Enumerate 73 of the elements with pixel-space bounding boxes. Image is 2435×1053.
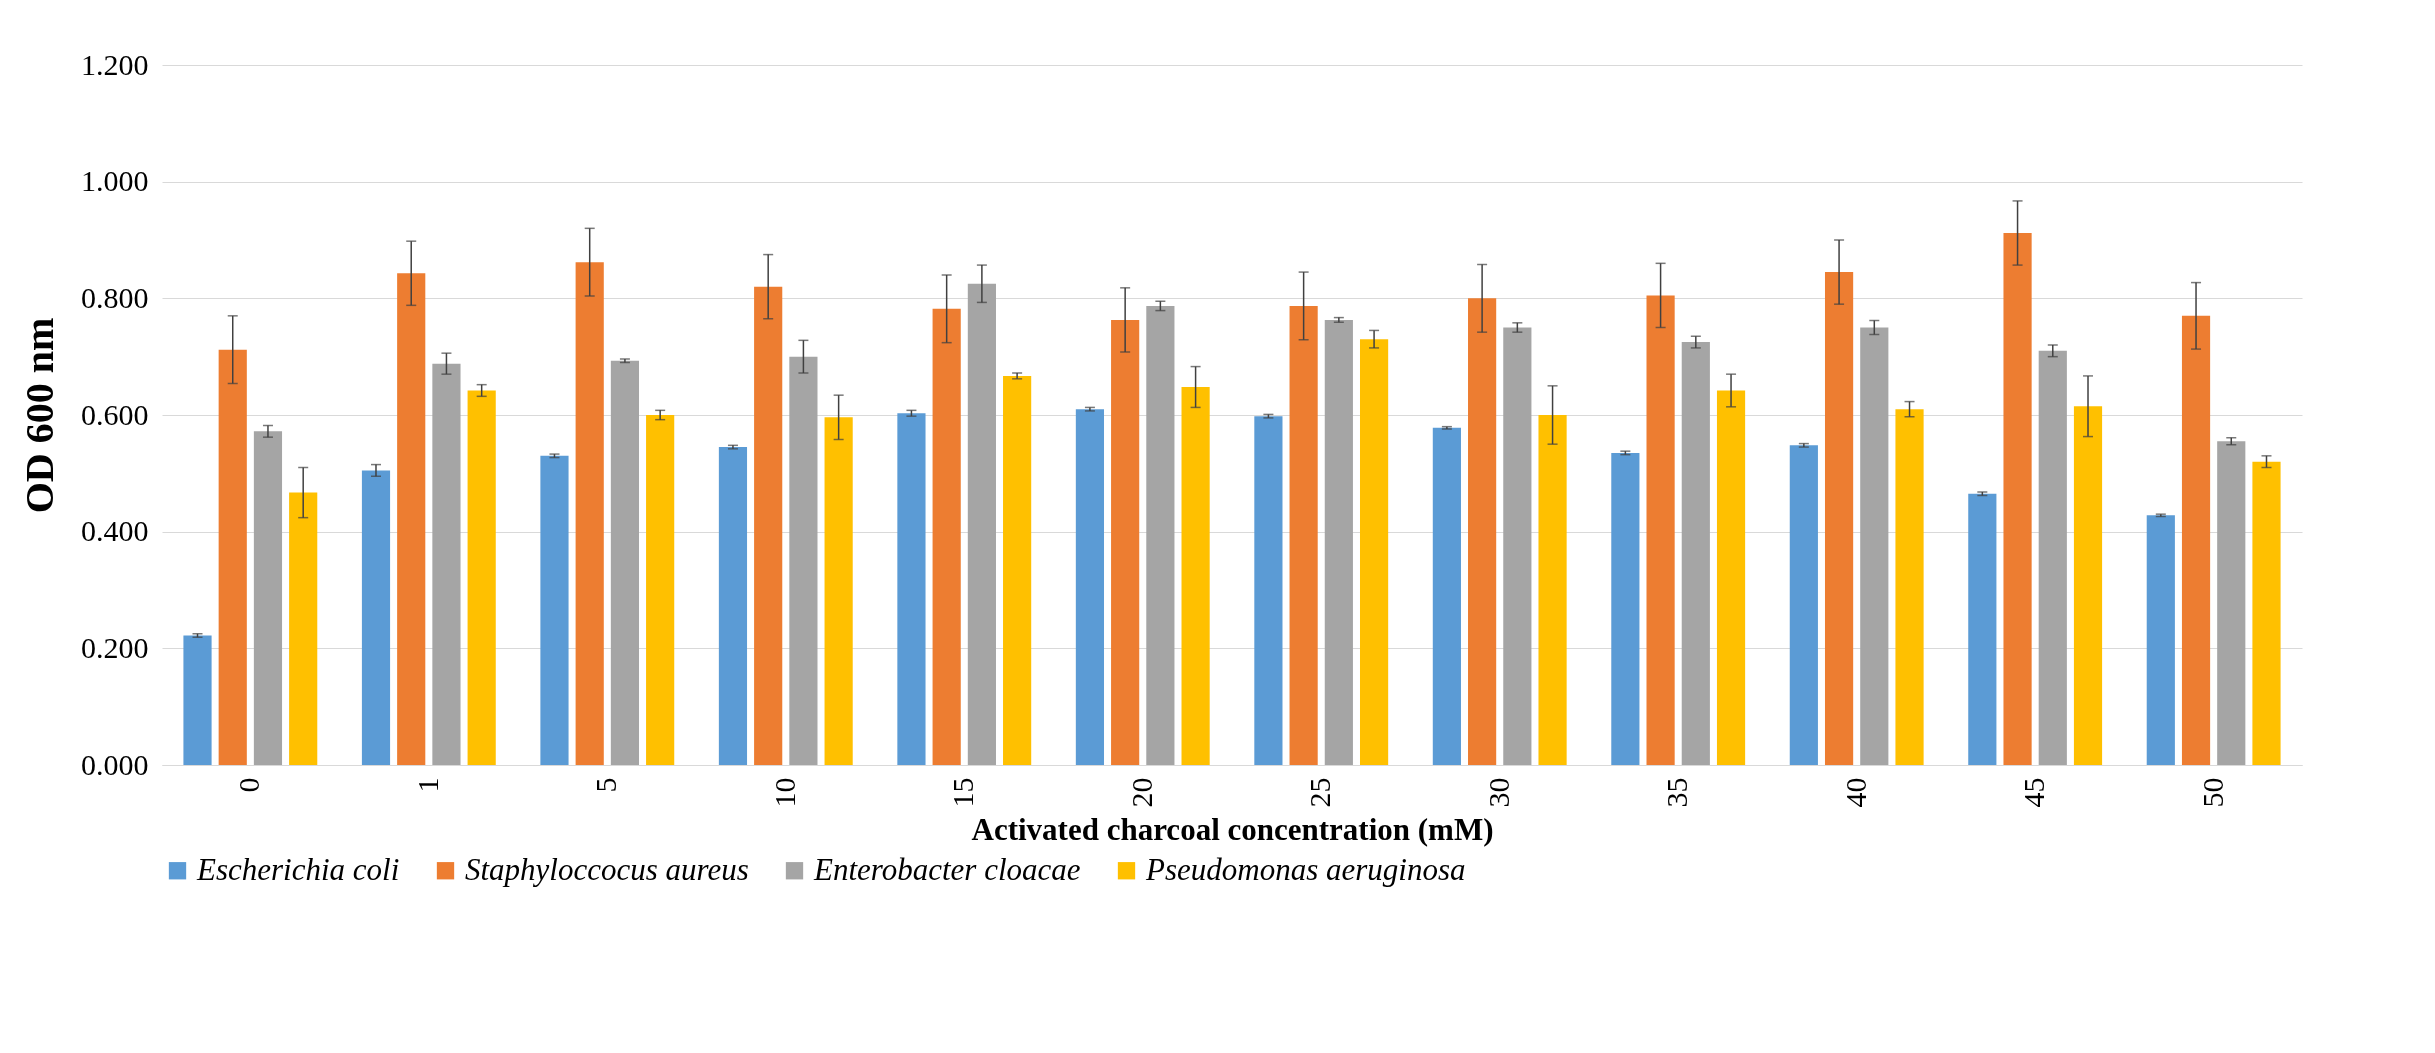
bar — [1146, 305, 1175, 765]
x-tick-label: 10 — [767, 777, 801, 808]
y-tick-label: 0.600 — [81, 397, 149, 431]
bar — [361, 470, 391, 765]
bar — [1324, 319, 1353, 765]
bar — [2181, 315, 2211, 765]
bar — [1432, 427, 1461, 765]
bar — [183, 635, 212, 765]
legend-label: Pseudomonas aeruginosa — [1145, 851, 1466, 887]
bar — [432, 363, 461, 765]
x-tick-label: 0 — [232, 777, 266, 793]
y-tick-label: 1.000 — [81, 164, 149, 198]
x-tick-label: 30 — [1481, 777, 1515, 808]
bar — [467, 390, 496, 765]
bar — [646, 415, 675, 765]
bar — [1359, 339, 1389, 765]
legend-label: Enterobacter cloacae — [813, 851, 1081, 887]
bar — [540, 455, 569, 765]
bar — [1075, 409, 1105, 765]
bar — [1611, 452, 1640, 765]
bar — [575, 262, 604, 765]
bar — [1681, 342, 1710, 765]
x-tick-label: 50 — [2195, 777, 2229, 808]
bar — [2252, 461, 2281, 765]
bar — [1289, 305, 1318, 765]
bar — [1111, 319, 1140, 765]
y-tick-label: 1.200 — [81, 47, 149, 81]
bar — [2038, 350, 2067, 765]
bar — [289, 492, 318, 765]
x-tick-label: 40 — [1838, 777, 1872, 808]
bar — [1003, 375, 1032, 765]
bar — [218, 349, 247, 765]
bar — [2217, 441, 2246, 765]
bar — [1468, 298, 1497, 765]
x-tick-label: 20 — [1124, 777, 1158, 808]
bar — [253, 431, 283, 765]
bar — [718, 447, 748, 765]
x-tick-label: 15 — [946, 777, 980, 808]
y-axis-title: OD 600 nm — [17, 317, 62, 514]
bar — [1789, 445, 1818, 765]
bar — [1538, 415, 1567, 765]
bar — [1968, 493, 1997, 765]
bar — [1181, 387, 1210, 765]
y-tick-label: 0.200 — [81, 630, 149, 664]
bar — [1860, 327, 1889, 765]
x-tick-label: 1 — [410, 777, 444, 793]
bar — [2146, 515, 2175, 765]
bar — [897, 413, 926, 765]
bar — [1646, 295, 1675, 765]
bar — [1503, 327, 1532, 765]
x-tick-label: 5 — [589, 777, 623, 793]
y-tick-label: 0.800 — [81, 280, 149, 314]
x-tick-label: 35 — [1660, 777, 1694, 808]
legend-label: Escherichia coli — [196, 851, 400, 887]
bar — [754, 286, 783, 765]
bar — [1895, 409, 1924, 765]
x-tick-label: 25 — [1303, 777, 1337, 808]
x-axis-title: Activated charcoal concentration (mM) — [971, 811, 1494, 847]
y-tick-label: 0.000 — [81, 747, 149, 781]
bar — [1254, 416, 1283, 765]
legend-label: Staphyloccocus aureus — [465, 851, 749, 887]
bar — [824, 417, 853, 765]
bar — [967, 283, 996, 765]
x-tick-label: 45 — [2017, 777, 2051, 808]
bar — [1824, 272, 1854, 765]
bar — [932, 308, 961, 765]
bar — [1716, 390, 1746, 765]
bar — [610, 360, 640, 765]
y-tick-label: 0.400 — [81, 514, 149, 548]
bar — [789, 356, 818, 765]
bar — [2073, 406, 2103, 765]
bar — [2003, 233, 2032, 765]
bar — [397, 273, 426, 765]
